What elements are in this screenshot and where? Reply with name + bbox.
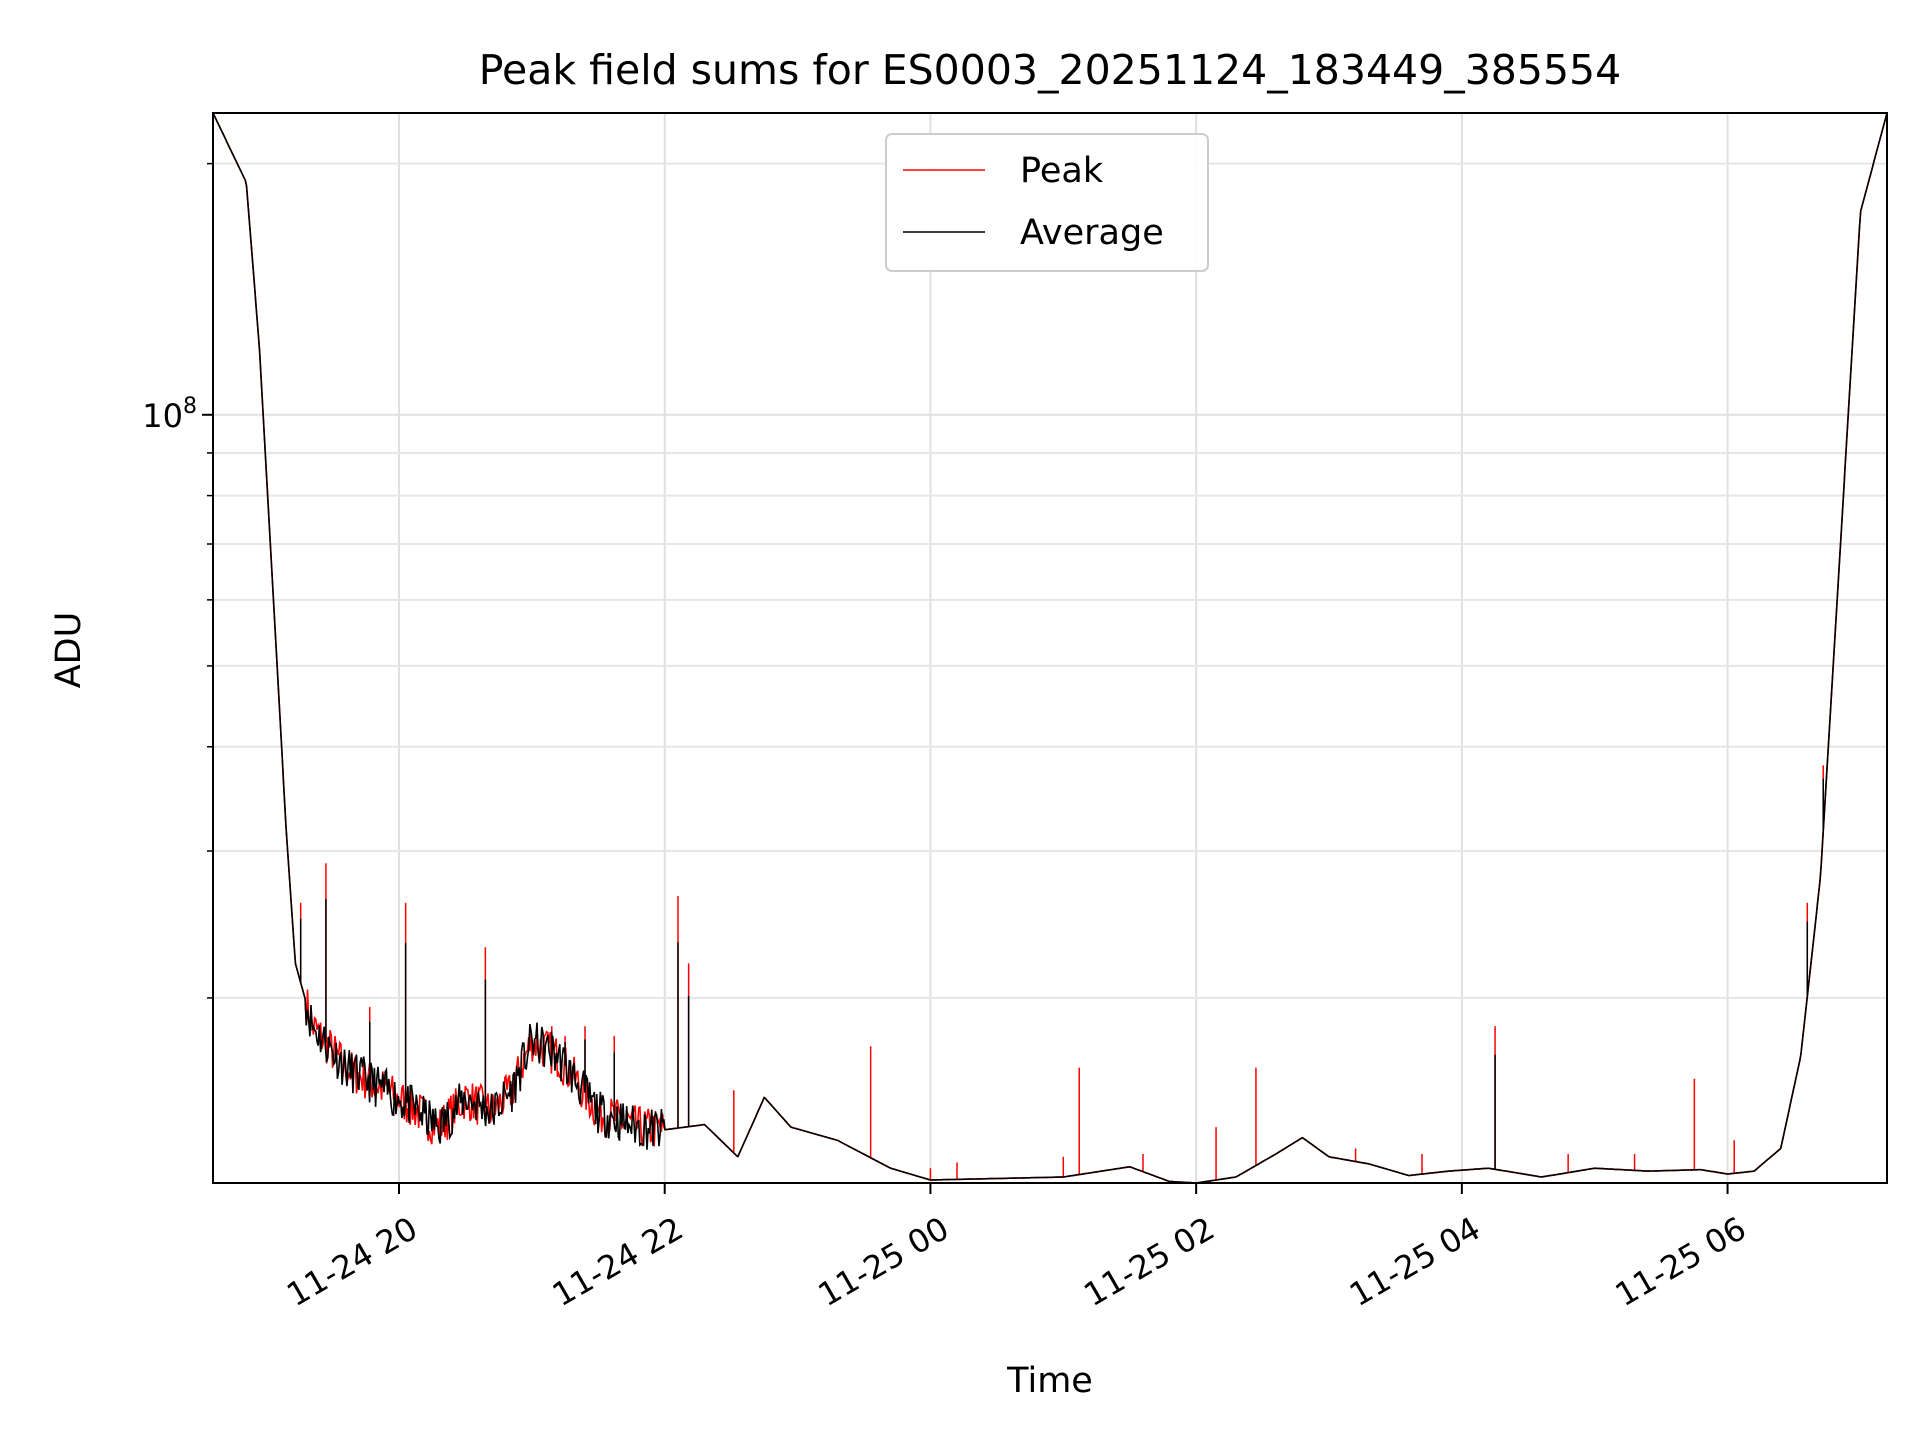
x-axis-label: Time — [1006, 1361, 1093, 1401]
y-axis-label: ADU — [49, 612, 89, 689]
y-tick-label: 108 — [142, 394, 197, 435]
series-layer — [213, 113, 1887, 1183]
legend-average-label: Average — [1020, 213, 1164, 253]
y-tick-label-base: 10 — [142, 397, 183, 435]
legend: Peak Average — [885, 133, 1209, 272]
plot-frame — [212, 112, 1888, 1184]
chart-title: Peak field sums for ES0003_20251124_1834… — [479, 46, 1621, 94]
y-tick-label-exponent: 8 — [183, 394, 197, 419]
average-series-line — [213, 113, 1887, 1183]
legend-peak-label: Peak — [1020, 151, 1104, 191]
legend-box — [885, 133, 1209, 272]
